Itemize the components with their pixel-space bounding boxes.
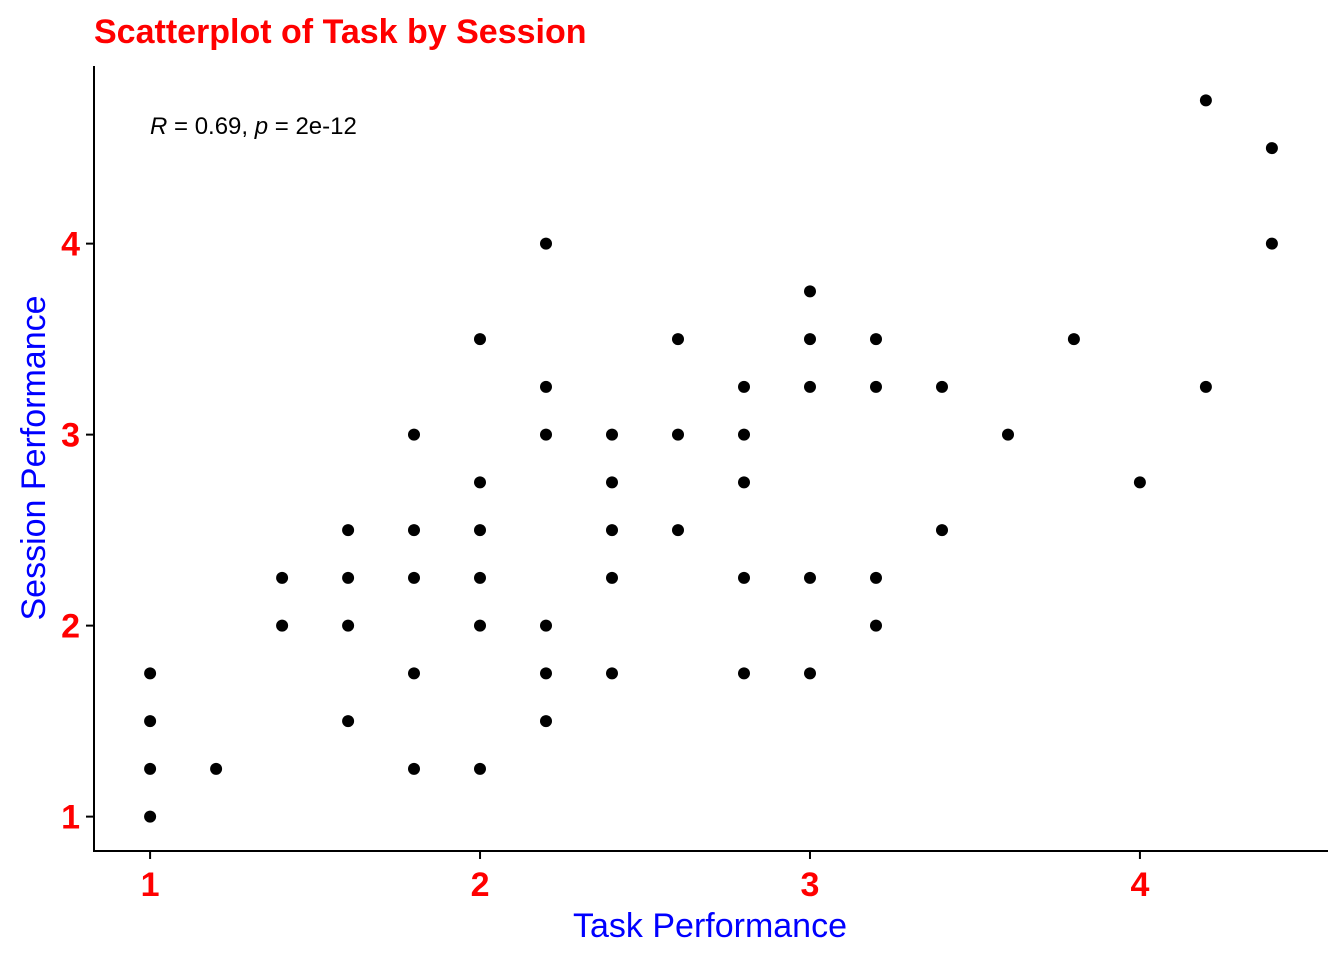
data-point (606, 428, 618, 441)
data-point (738, 667, 750, 680)
data-point (672, 428, 684, 441)
data-point (474, 476, 486, 489)
data-point (144, 810, 157, 823)
data-point (1067, 333, 1080, 346)
data-point (606, 476, 618, 489)
correlation-annotation: R = 0.69, p = 2e-12 (150, 113, 357, 140)
x-axis-ticks: 1 2 3 4 (141, 851, 1149, 904)
data-point (408, 762, 420, 775)
data-point (672, 524, 684, 537)
x-tick-label: 1 (141, 866, 160, 904)
data-point (1002, 428, 1014, 441)
data-point (1265, 142, 1278, 155)
data-point (738, 571, 750, 584)
data-point (606, 571, 618, 584)
data-point (210, 762, 223, 775)
data-point (540, 667, 552, 680)
data-point (804, 333, 816, 346)
data-point (1133, 476, 1146, 489)
data-point (408, 571, 420, 584)
data-point (804, 285, 816, 298)
data-point (936, 380, 948, 393)
data-point (276, 619, 289, 632)
data-point (540, 715, 552, 728)
data-point (870, 571, 882, 584)
data-point (540, 237, 552, 250)
data-point (1199, 94, 1212, 107)
x-tick-label: 2 (471, 866, 490, 904)
data-point (144, 667, 157, 680)
y-axis-label: Session Performance (15, 295, 53, 620)
data-point (672, 333, 684, 346)
data-point (1265, 237, 1278, 250)
data-point (408, 524, 420, 537)
y-tick-label: 2 (61, 608, 80, 646)
data-point (474, 333, 486, 346)
data-point (804, 380, 816, 393)
data-point (606, 667, 618, 680)
y-tick-label: 3 (61, 417, 80, 455)
data-point (738, 476, 750, 489)
data-point (408, 428, 420, 441)
y-tick-label: 4 (61, 226, 80, 264)
data-point (342, 715, 355, 728)
x-tick-label: 3 (801, 866, 820, 904)
data-point (144, 715, 157, 728)
data-point (1199, 380, 1212, 393)
data-point (540, 380, 552, 393)
data-point (738, 428, 750, 441)
data-point (804, 571, 816, 584)
data-point (474, 762, 486, 775)
data-point (474, 571, 486, 584)
data-point (474, 524, 486, 537)
data-point (540, 619, 552, 632)
data-point (474, 619, 486, 632)
x-tick-label: 4 (1130, 866, 1149, 904)
data-point (276, 571, 289, 584)
data-point (936, 524, 948, 537)
data-point (342, 619, 355, 632)
y-axis-ticks: 1 2 3 4 (61, 226, 94, 837)
chart-title: Scatterplot of Task by Session (94, 13, 587, 51)
data-point (870, 619, 882, 632)
data-point (606, 524, 618, 537)
data-point (342, 571, 355, 584)
data-point (408, 667, 420, 680)
y-tick-label: 1 (61, 799, 80, 837)
data-point (540, 428, 552, 441)
data-point (738, 380, 750, 393)
data-point (342, 524, 355, 537)
data-point (870, 333, 882, 346)
points-layer (144, 94, 1278, 823)
data-point (870, 380, 882, 393)
data-point (144, 762, 157, 775)
x-axis-label: Task Performance (573, 907, 847, 945)
data-point (804, 667, 816, 680)
